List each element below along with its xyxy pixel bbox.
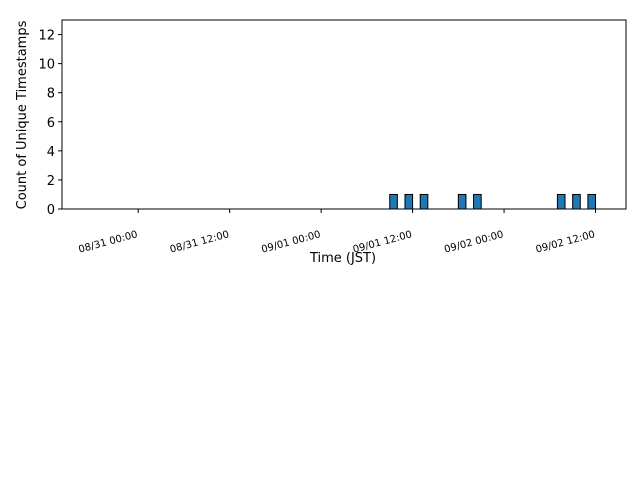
bar — [556, 193, 566, 210]
y-tick-label: 2 — [47, 174, 55, 189]
y-tick-label: 0 — [47, 203, 55, 218]
bar — [473, 193, 482, 210]
bar — [389, 193, 398, 210]
plot-frame — [61, 19, 627, 210]
y-tick-label: 8 — [47, 87, 55, 102]
x-tick-label: 09/02 12:00 — [535, 229, 597, 255]
bar — [419, 193, 429, 210]
y-tick-label: 10 — [38, 58, 55, 73]
x-tick-label: 08/31 12:00 — [169, 229, 231, 255]
x-axis-label: Time (JST) — [309, 251, 376, 266]
bar — [404, 193, 414, 210]
y-tick-label: 6 — [47, 116, 55, 131]
x-tick-label: 09/02 00:00 — [443, 229, 505, 255]
y-axis-label: Count of Unique Timestamps — [15, 20, 30, 209]
x-tick-label: 08/31 00:00 — [77, 229, 139, 255]
bar — [587, 193, 597, 210]
y-tick-label: 4 — [47, 145, 55, 160]
bar — [572, 193, 581, 210]
bar — [457, 193, 467, 210]
x-tick-label: 09/01 12:00 — [352, 229, 414, 255]
y-tick-label: 12 — [38, 29, 55, 44]
